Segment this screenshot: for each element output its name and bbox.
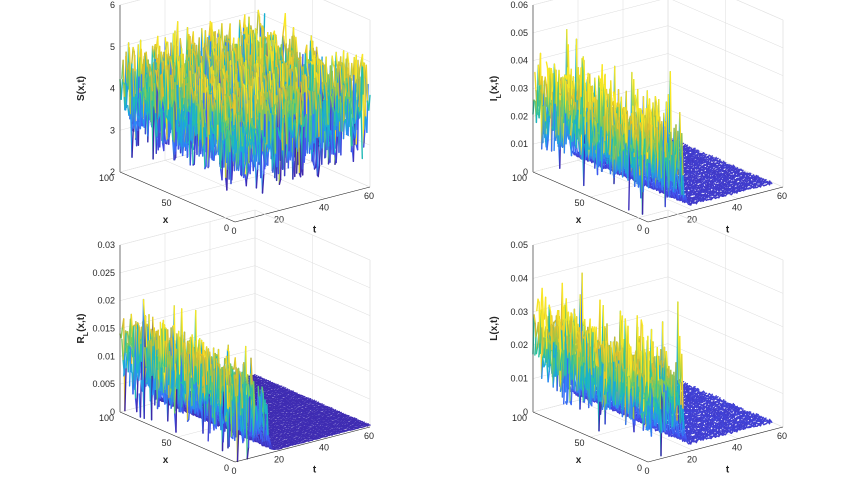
surface-segment: [129, 62, 133, 97]
box-edge: [119, 0, 141, 6]
surface-segment: [213, 145, 216, 162]
surface: [119, 9, 371, 194]
surface-segment: [138, 56, 141, 77]
surface-segment: [131, 68, 135, 98]
surface-segment: [122, 59, 126, 99]
surface-segment: [168, 58, 172, 75]
surface-segment: [126, 68, 129, 84]
surface-segment: [164, 37, 168, 56]
surface-segment: [135, 129, 139, 147]
surface-segment: [259, 23, 263, 30]
box-edge: [323, 0, 371, 21]
surface-segment: [256, 9, 259, 34]
surface-segment: [125, 84, 129, 109]
surface-segment: [128, 71, 132, 116]
surface-segment: [131, 46, 134, 64]
surface-segment: [201, 28, 204, 50]
surface-segment: [154, 46, 158, 60]
surface-segment: [131, 127, 135, 158]
surface-segment: [149, 63, 152, 73]
surface-segment: [135, 98, 138, 115]
surface-segment: [145, 51, 149, 69]
surface-segment: [132, 46, 136, 53]
surface-segment: [282, 24, 285, 37]
surface-segment: [221, 23, 224, 51]
surface-segment: [120, 79, 124, 101]
surface-segment: [238, 19, 242, 34]
surface-segment: [257, 9, 261, 18]
surface-segment: [250, 25, 253, 35]
